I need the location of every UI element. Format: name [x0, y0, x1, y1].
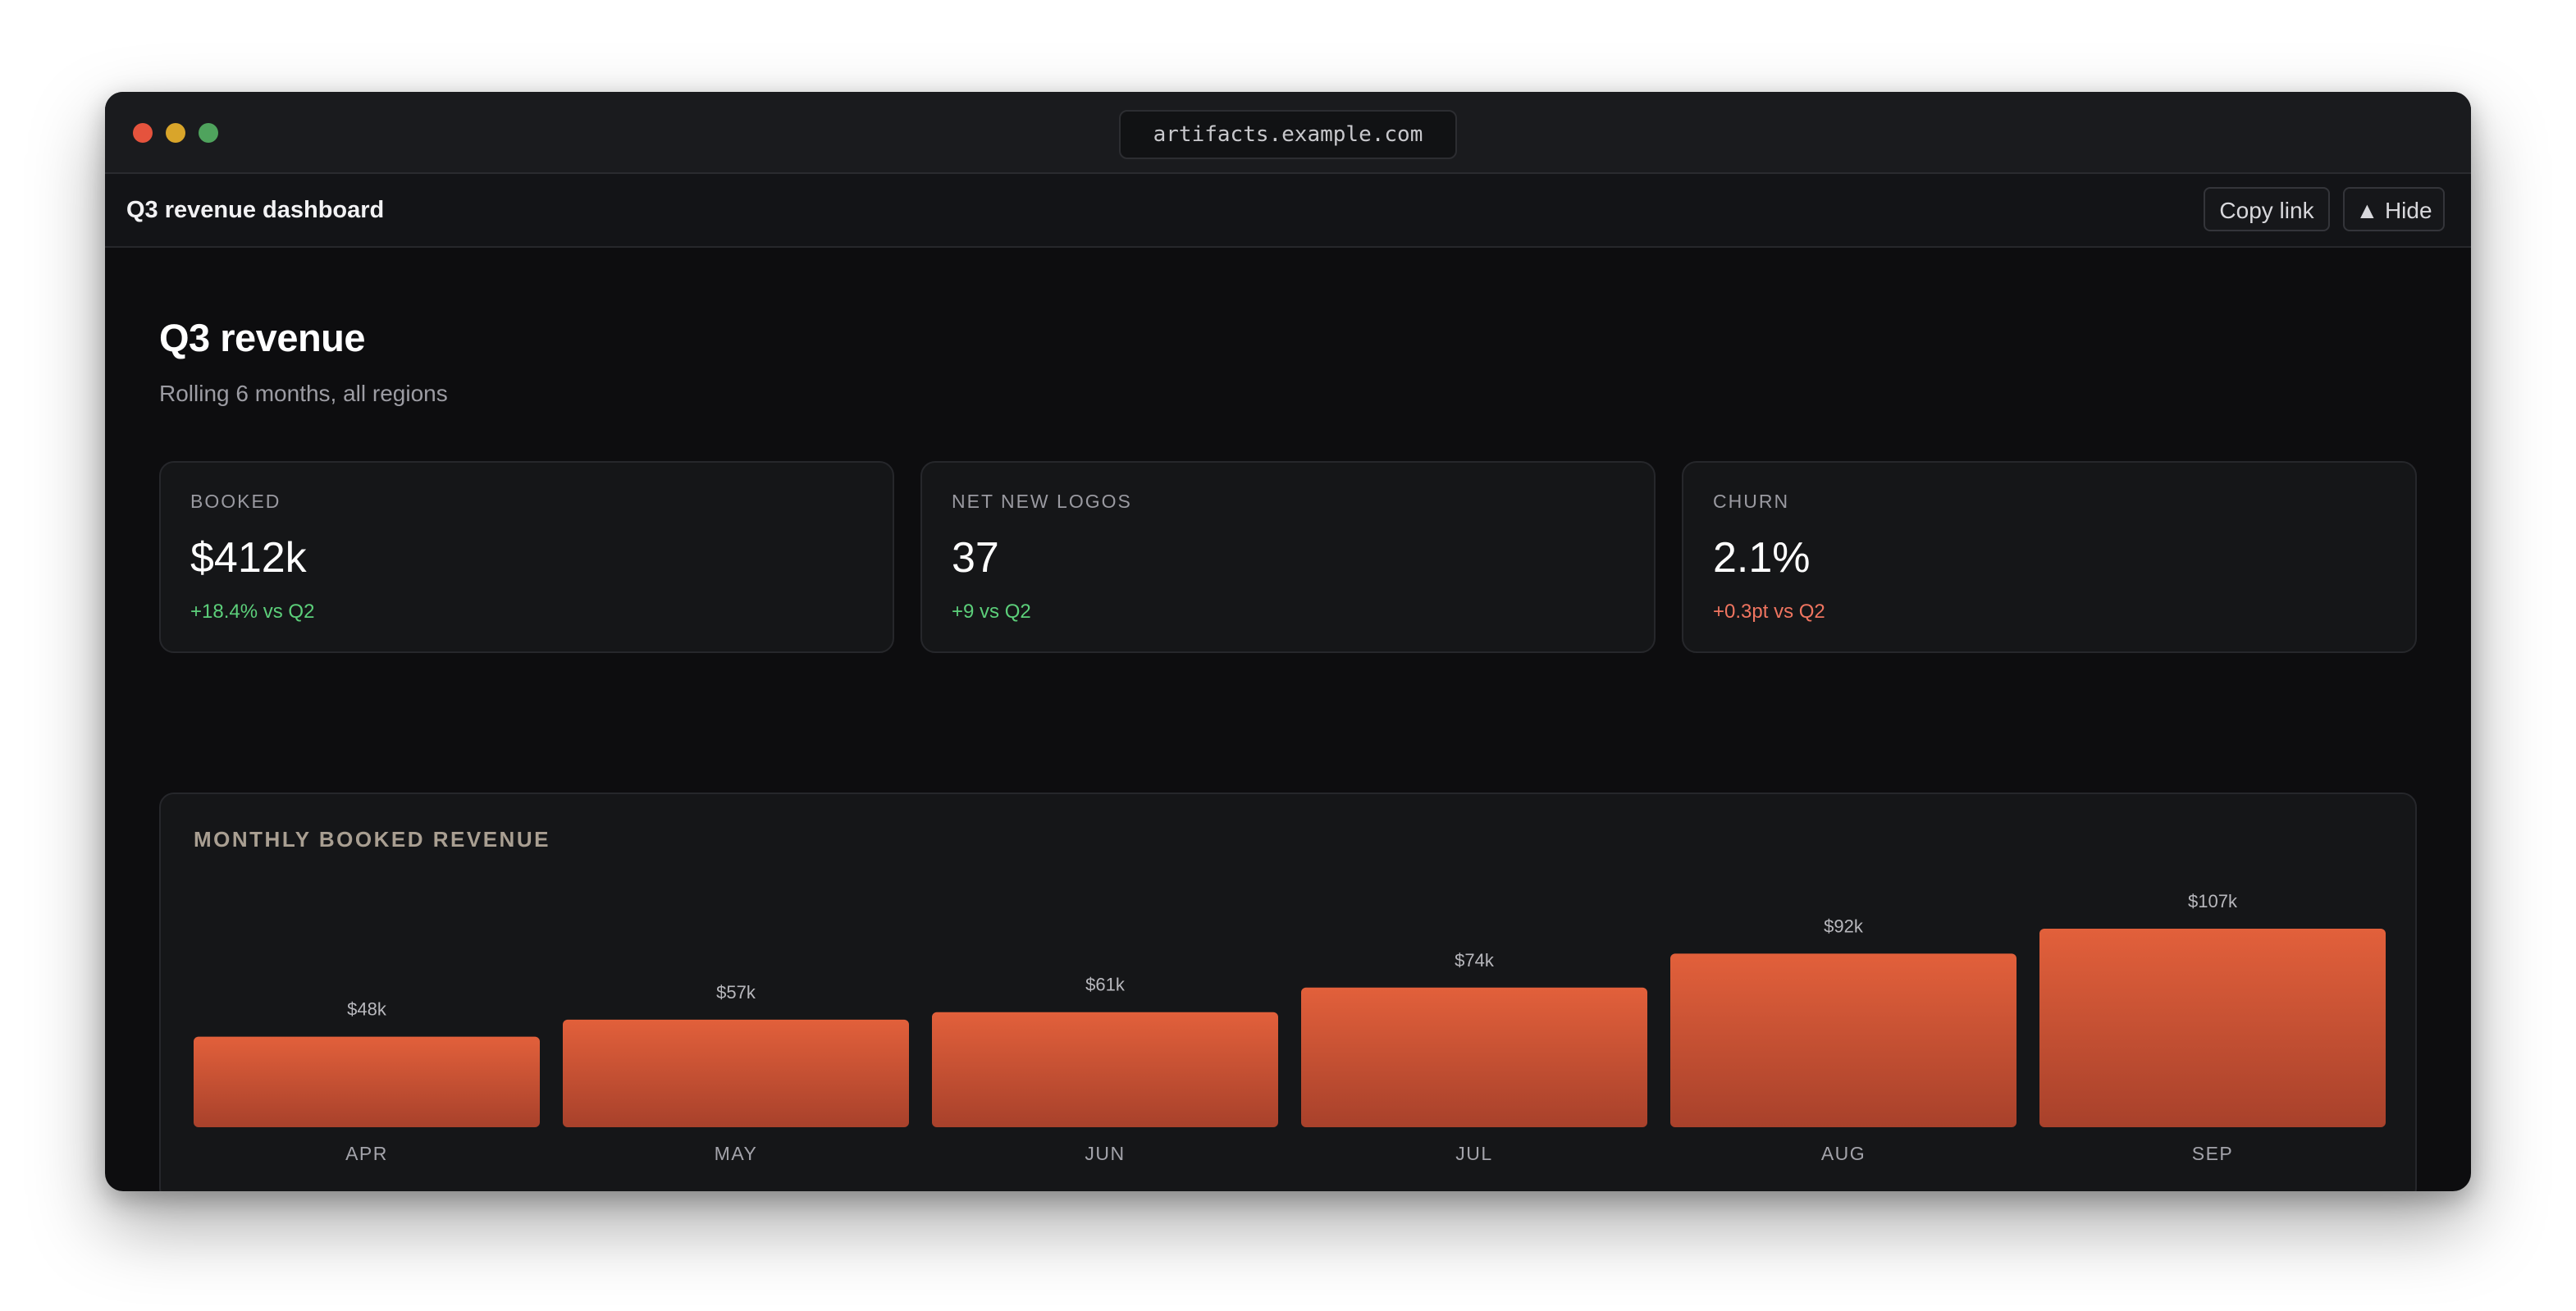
bar-jul [1301, 987, 1647, 1127]
kpi-label: BOOKED [190, 491, 281, 512]
page-subtitle: Rolling 6 months, all regions [159, 381, 448, 406]
monthly-revenue-chart: MONTHLY BOOKED REVENUE $48k APR $57k MAY $61… [159, 793, 2417, 1191]
kpi-label: CHURN [1713, 491, 1790, 512]
bar-sep [2039, 929, 2386, 1127]
bar-apr [194, 1036, 540, 1127]
hide-button[interactable]: ▲ Hide [2343, 187, 2445, 231]
kpi-value: 37 [952, 534, 999, 582]
kpi-delta: +0.3pt vs Q2 [1713, 601, 1825, 623]
kpi-value: 2.1% [1713, 534, 1811, 582]
copy-link-button[interactable]: Copy link [2204, 187, 2330, 231]
bar-value-label: $61k [1085, 975, 1126, 995]
address-bar[interactable]: artifacts.example.com [1119, 110, 1457, 159]
bar-may [563, 1019, 909, 1127]
category-label: AUG [1821, 1143, 1866, 1164]
chart-title: MONTHLY BOOKED REVENUE [194, 827, 550, 852]
artifact-title: Q3 revenue dashboard [126, 197, 385, 223]
bar-value-label: $92k [1824, 916, 1864, 936]
category-label: APR [345, 1143, 388, 1164]
kpi-value: $412k [190, 534, 307, 582]
kpi-delta: +18.4% vs Q2 [190, 601, 315, 623]
window-titlebar: artifacts.example.com [105, 92, 2471, 174]
category-label: MAY [715, 1143, 758, 1164]
bar-chart-svg: $48k APR $57k MAY $61k JUN $74k JUL $92k AUG $107k… [194, 891, 2386, 1164]
bar-jun [932, 1012, 1278, 1127]
bar-aug [1670, 953, 2016, 1127]
category-label: JUN [1085, 1143, 1125, 1164]
bar-value-label: $48k [347, 999, 387, 1020]
category-label: JUL [1455, 1143, 1492, 1164]
kpi-label: NET NEW LOGOS [952, 491, 1132, 512]
kpi-delta: +9 vs Q2 [952, 601, 1031, 623]
kpi-card-booked: BOOKED $412k +18.4% vs Q2 [159, 461, 894, 653]
dashboard-content: Q3 revenue Rolling 6 months, all regions… [105, 248, 2471, 1191]
minimize-window-button[interactable] [166, 123, 185, 143]
kpi-card-net-new-logos: NET NEW LOGOS 37 +9 vs Q2 [920, 461, 1656, 653]
maximize-window-button[interactable] [199, 123, 218, 143]
artifact-header: Q3 revenue dashboard Copy link ▲ Hide [105, 174, 2471, 248]
bar-value-label: $74k [1455, 950, 1495, 971]
category-label: SEP [2192, 1143, 2234, 1164]
page-title: Q3 revenue [159, 316, 366, 359]
kpi-card-churn: CHURN 2.1% +0.3pt vs Q2 [1682, 461, 2417, 653]
bar-value-label: $107k [2188, 891, 2238, 911]
close-window-button[interactable] [133, 123, 153, 143]
bar-value-label: $57k [716, 982, 756, 1003]
browser-window: artifacts.example.com Q3 revenue dashboa… [105, 92, 2471, 1191]
